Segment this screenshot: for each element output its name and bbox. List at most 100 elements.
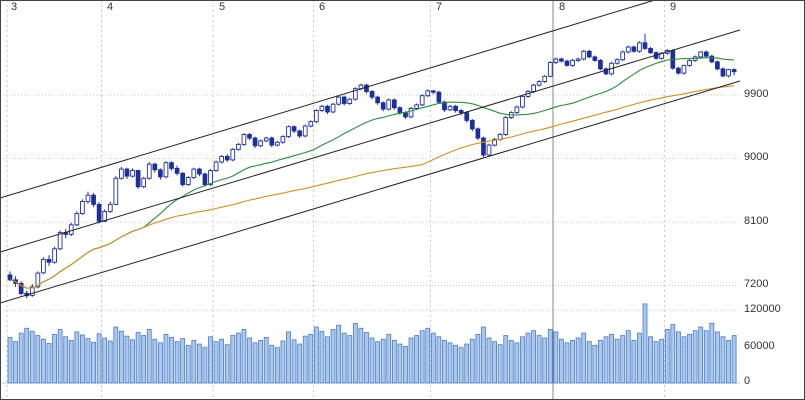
volume-bar — [202, 347, 208, 384]
candle-body — [514, 106, 520, 114]
candle-body — [430, 90, 436, 93]
volume-bar — [676, 331, 681, 384]
volume-bar — [213, 341, 219, 384]
volume-bar — [731, 335, 737, 384]
y-axis-label-volume-60000: 60000 — [744, 340, 775, 352]
candle-body — [453, 105, 458, 111]
volume-bar — [620, 335, 626, 384]
volume-bar — [709, 322, 715, 384]
candle-body — [29, 286, 35, 296]
candle-body — [731, 69, 737, 73]
candle-body — [464, 112, 470, 121]
candle-body — [180, 172, 186, 186]
candle-body — [224, 155, 230, 161]
volume-bar — [185, 344, 191, 384]
volume-bar — [241, 329, 247, 384]
candle-body — [547, 62, 553, 77]
candle-body — [397, 107, 403, 114]
candle-body — [107, 203, 113, 212]
volume-bar — [575, 337, 581, 384]
volume-bar — [191, 340, 197, 384]
candle-body — [119, 168, 124, 179]
volume-bar — [637, 332, 642, 384]
candle-body — [163, 162, 169, 178]
volume-bar — [29, 330, 35, 384]
volume-bar — [341, 332, 347, 384]
candle-body — [202, 173, 208, 186]
volume-bar — [297, 343, 303, 384]
volume-bar — [570, 340, 575, 384]
volume-bar — [174, 341, 180, 384]
candle-body — [531, 84, 536, 92]
volume-bar — [46, 343, 52, 384]
trendline-2 — [0, 80, 741, 304]
candle-body — [341, 96, 347, 104]
volume-bar — [7, 336, 13, 384]
volume-bar — [380, 338, 386, 384]
candle-body — [469, 119, 475, 130]
candle-body — [146, 163, 152, 179]
candle-body — [603, 68, 609, 75]
volume-bar — [235, 332, 241, 384]
volume-bar — [525, 332, 531, 384]
volume-bar — [358, 327, 364, 384]
candle-body — [52, 248, 57, 263]
volume-bar — [85, 338, 91, 384]
volume-bar — [330, 329, 336, 384]
x-axis-label-month-7: 7 — [436, 1, 443, 13]
y-axis-label-8100: 8100 — [744, 215, 769, 227]
volume-bar — [581, 332, 587, 384]
candle-body — [698, 51, 704, 58]
candle-body — [681, 64, 687, 74]
volume-bar — [547, 329, 553, 384]
candle-body — [18, 282, 24, 294]
candle-body — [687, 59, 692, 66]
candle-body — [263, 137, 269, 142]
volume-bar — [280, 340, 286, 384]
volume-bar — [397, 343, 403, 384]
volume-bar — [80, 334, 85, 384]
candle-body — [85, 194, 91, 202]
candle-body — [581, 50, 587, 60]
candle-body — [542, 75, 548, 83]
volume-bar — [520, 336, 525, 384]
candle-body — [158, 169, 163, 178]
volume-bar — [714, 331, 720, 384]
volume-bar — [325, 336, 330, 384]
volume-bar — [63, 336, 69, 384]
candle-body — [213, 161, 219, 172]
candle-body — [726, 69, 731, 77]
volume-bar — [625, 330, 631, 384]
candle-body — [391, 99, 397, 109]
candle-body — [336, 96, 341, 105]
volume-bar — [352, 322, 358, 384]
candle-body — [414, 104, 419, 109]
candle-body — [7, 274, 13, 281]
volume-bar — [453, 344, 459, 384]
volume-bar — [486, 337, 492, 384]
volume-bar — [447, 342, 453, 384]
candle-body — [375, 96, 380, 104]
volume-bar — [497, 344, 503, 384]
candle-body — [68, 224, 74, 235]
candle-body — [486, 144, 492, 156]
candle-body — [703, 51, 709, 57]
volume-bar — [102, 337, 108, 384]
candle-body — [113, 177, 119, 205]
volume-bar — [124, 335, 130, 384]
candle-body — [620, 51, 626, 61]
volume-bar — [208, 336, 213, 384]
volume-bar — [603, 336, 609, 384]
candle-body — [241, 134, 247, 145]
volume-bar — [91, 341, 96, 384]
volume-bar — [107, 340, 113, 384]
candle-body — [152, 163, 158, 171]
volume-bar — [24, 327, 30, 384]
volume-bar — [180, 338, 186, 384]
candle-body — [720, 68, 726, 77]
candle-body — [252, 137, 258, 147]
candle-body — [442, 101, 447, 111]
candle-body — [614, 59, 620, 64]
volume-bar — [169, 336, 174, 384]
